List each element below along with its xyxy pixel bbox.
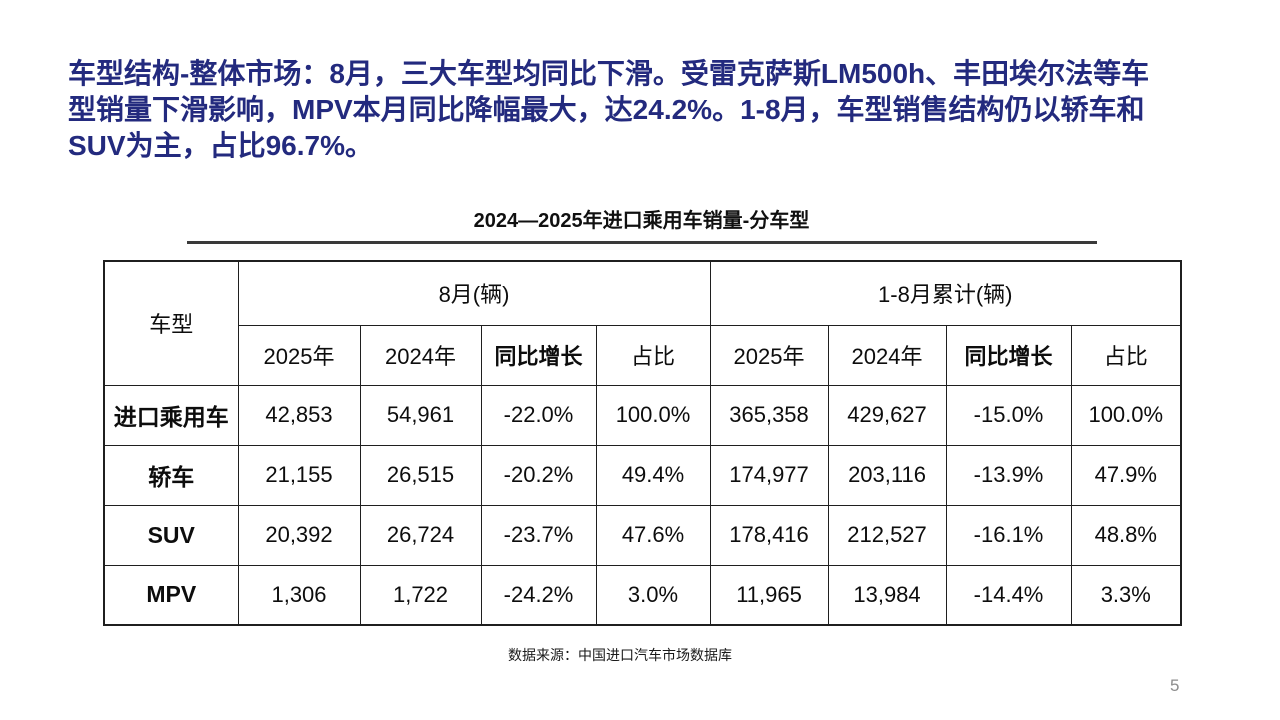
- cell-total-ytd-2025: 365,358: [709, 384, 829, 446]
- cell-total-ytd-2024: 429,627: [827, 384, 947, 446]
- cell-mpv-ytd-2025: 11,965: [709, 564, 829, 626]
- cell-mpv-aug-yoy: -24.2%: [480, 564, 597, 626]
- subheader-aug-share: 占比: [595, 324, 711, 386]
- subheader-aug-yoy: 同比增长: [480, 324, 597, 386]
- table-header-model: 车型: [103, 260, 239, 386]
- cell-total-aug-yoy: -22.0%: [480, 384, 597, 446]
- cell-sedan-aug-yoy: -20.2%: [480, 444, 597, 506]
- cell-sedan-ytd-2025: 174,977: [709, 444, 829, 506]
- table-row-mpv: MPV 1,306 1,722 -24.2% 3.0% 11,965 13,98…: [103, 564, 1182, 626]
- cell-mpv-ytd-share: 3.3%: [1070, 564, 1182, 626]
- table-row-sedan: 轿车 21,155 26,515 -20.2% 49.4% 174,977 20…: [103, 444, 1182, 506]
- table-group-august: 8月(辆): [237, 260, 711, 326]
- data-source-note: 数据来源：中国进口汽车市场数据库: [508, 647, 732, 663]
- subheader-ytd-2025: 2025年: [709, 324, 829, 386]
- page-number: 5: [1170, 676, 1180, 695]
- cell-total-ytd-share: 100.0%: [1070, 384, 1182, 446]
- cell-mpv-ytd-2024: 13,984: [827, 564, 947, 626]
- cell-sedan-aug-share: 49.4%: [595, 444, 711, 506]
- cell-sedan-aug-2024: 26,515: [359, 444, 482, 506]
- cell-total-aug-2025: 42,853: [237, 384, 361, 446]
- cell-mpv-aug-share: 3.0%: [595, 564, 711, 626]
- cell-mpv-ytd-yoy: -14.4%: [945, 564, 1072, 626]
- subheader-ytd-yoy: 同比增长: [945, 324, 1072, 386]
- subheader-ytd-share: 占比: [1070, 324, 1182, 386]
- subheader-ytd-2024: 2024年: [827, 324, 947, 386]
- headline-line-3: SUV为主，占比96.7%。: [68, 130, 373, 161]
- cell-suv-ytd-2024: 212,527: [827, 504, 947, 566]
- cell-suv-aug-share: 47.6%: [595, 504, 711, 566]
- cell-total-ytd-yoy: -15.0%: [945, 384, 1072, 446]
- slide-headline: 车型结构-整体市场：8月，三大车型均同比下滑。受雷克萨斯LM500h、丰田埃尔法…: [68, 56, 1198, 164]
- cell-suv-ytd-2025: 178,416: [709, 504, 829, 566]
- cell-total-aug-share: 100.0%: [595, 384, 711, 446]
- row-label-suv: SUV: [103, 504, 239, 566]
- cell-suv-aug-2025: 20,392: [237, 504, 361, 566]
- row-label-total: 进口乘用车: [103, 384, 239, 446]
- table-title: 2024—2025年进口乘用车销量-分车型: [473, 210, 810, 232]
- headline-line-2: 型销量下滑影响，MPV本月同比降幅最大，达24.2%。1-8月，车型销售结构仍以…: [68, 94, 1145, 125]
- table-group-ytd: 1-8月累计(辆): [709, 260, 1182, 326]
- cell-total-aug-2024: 54,961: [359, 384, 482, 446]
- cell-sedan-ytd-share: 47.9%: [1070, 444, 1182, 506]
- cell-sedan-aug-2025: 21,155: [237, 444, 361, 506]
- row-label-mpv: MPV: [103, 564, 239, 626]
- table-row-suv: SUV 20,392 26,724 -23.7% 47.6% 178,416 2…: [103, 504, 1182, 566]
- cell-sedan-ytd-yoy: -13.9%: [945, 444, 1072, 506]
- row-label-sedan: 轿车: [103, 444, 239, 506]
- cell-suv-ytd-share: 48.8%: [1070, 504, 1182, 566]
- cell-mpv-aug-2024: 1,722: [359, 564, 482, 626]
- subheader-aug-2024: 2024年: [359, 324, 482, 386]
- headline-line-1: 车型结构-整体市场：8月，三大车型均同比下滑。受雷克萨斯LM500h、丰田埃尔法…: [68, 58, 1150, 89]
- cell-mpv-aug-2025: 1,306: [237, 564, 361, 626]
- sales-table: 车型 8月(辆) 1-8月累计(辆) 2025年 2024年 同比增长 占比 2…: [103, 260, 1183, 626]
- cell-suv-aug-yoy: -23.7%: [480, 504, 597, 566]
- subheader-aug-2025: 2025年: [237, 324, 361, 386]
- cell-suv-aug-2024: 26,724: [359, 504, 482, 566]
- cell-suv-ytd-yoy: -16.1%: [945, 504, 1072, 566]
- table-row-total: 进口乘用车 42,853 54,961 -22.0% 100.0% 365,35…: [103, 384, 1182, 446]
- cell-sedan-ytd-2024: 203,116: [827, 444, 947, 506]
- title-underline-rule: [187, 241, 1097, 244]
